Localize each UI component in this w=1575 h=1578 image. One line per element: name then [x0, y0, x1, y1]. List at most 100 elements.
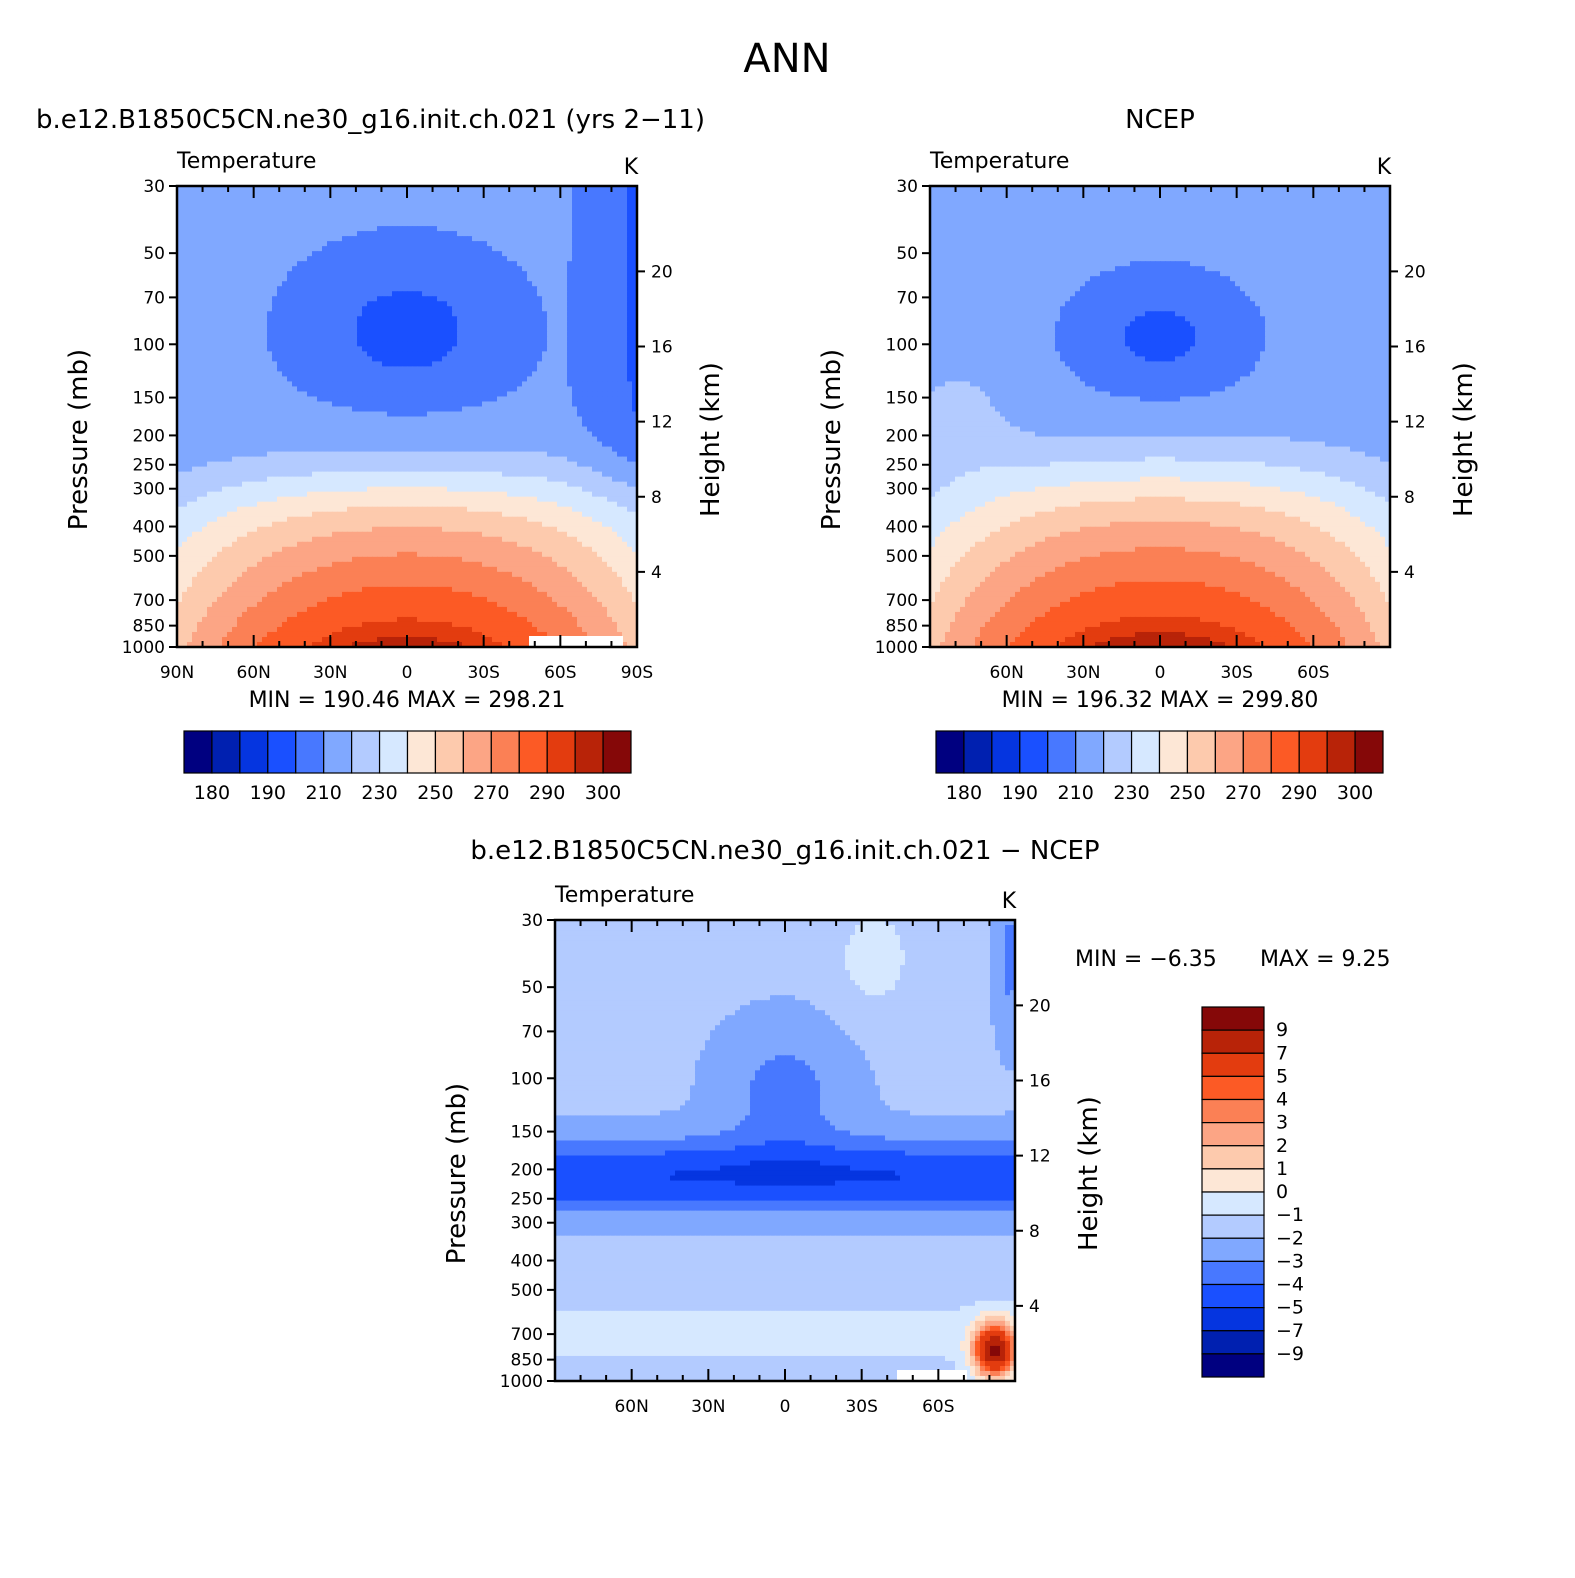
field-cell — [577, 336, 583, 342]
field-cell — [447, 296, 453, 302]
field-cell — [402, 386, 408, 393]
field-cell — [607, 321, 613, 327]
field-cell — [432, 186, 438, 192]
field-cell — [392, 201, 398, 207]
field-cell — [382, 201, 388, 207]
field-cell — [192, 256, 198, 262]
field-cell — [532, 406, 538, 413]
field-cell — [552, 371, 558, 378]
field-cell — [252, 326, 258, 332]
field-cell — [377, 241, 383, 247]
field-cell — [262, 366, 268, 372]
field-cell — [472, 441, 478, 448]
field-cell — [337, 201, 343, 207]
field-cell — [207, 231, 213, 237]
field-cell — [182, 431, 188, 438]
field-cell — [327, 446, 333, 453]
field-cell — [297, 401, 303, 408]
field-cell — [372, 231, 378, 237]
field-cell — [562, 251, 568, 257]
field-cell — [517, 316, 523, 322]
field-cell — [427, 201, 433, 207]
field-cell — [382, 341, 388, 347]
field-cell — [607, 326, 613, 332]
field-cell — [532, 281, 538, 287]
field-cell — [217, 301, 223, 307]
field-cell — [352, 236, 358, 242]
field-cell — [632, 326, 637, 332]
field-cell — [242, 426, 248, 433]
field-cell — [332, 206, 338, 212]
field-cell — [332, 386, 338, 393]
field-cell — [442, 386, 448, 393]
field-cell — [632, 351, 637, 357]
field-cell — [397, 276, 403, 282]
field-cell — [522, 356, 528, 362]
field-cell — [257, 416, 263, 423]
field-cell — [322, 381, 328, 388]
field-cell — [257, 311, 263, 317]
field-cell — [537, 426, 543, 433]
field-cell — [382, 396, 388, 403]
field-cell — [487, 236, 493, 242]
field-cell — [577, 276, 583, 282]
field-cell — [507, 331, 513, 337]
field-cell — [177, 406, 183, 413]
field-cell — [357, 316, 363, 322]
field-cell — [592, 326, 598, 332]
field-cell — [257, 371, 263, 378]
field-cell — [437, 396, 443, 403]
field-cell — [502, 201, 508, 207]
field-cell — [467, 191, 473, 197]
field-cell — [552, 211, 558, 217]
field-cell — [502, 341, 508, 347]
field-cell — [292, 356, 298, 362]
field-cell — [592, 271, 598, 277]
field-cell — [627, 291, 633, 297]
field-cell — [372, 446, 378, 453]
field-cell — [337, 371, 343, 378]
field-cell — [572, 351, 578, 357]
field-cell — [292, 281, 298, 287]
field-cell — [527, 376, 533, 383]
field-cell — [512, 421, 518, 428]
field-cell — [622, 301, 628, 307]
field-cell — [257, 341, 263, 347]
field-cell — [552, 256, 558, 262]
field-cell — [377, 236, 383, 242]
field-cell — [402, 271, 408, 277]
field-cell — [502, 336, 508, 342]
field-cell — [317, 431, 323, 438]
field-cell — [472, 256, 478, 262]
field-cell — [292, 451, 298, 458]
field-cell — [507, 296, 513, 302]
field-cell — [492, 431, 498, 438]
field-cell — [567, 206, 573, 212]
field-cell — [332, 376, 338, 383]
field-cell — [272, 306, 278, 312]
field-cell — [527, 241, 533, 247]
field-cell — [232, 456, 238, 463]
field-cell — [512, 186, 518, 192]
field-cell — [577, 206, 583, 212]
field-cell — [397, 441, 403, 448]
field-cell — [627, 211, 633, 217]
field-cell — [282, 366, 288, 372]
field-cell — [402, 246, 408, 252]
field-cell — [342, 246, 348, 252]
field-cell — [472, 326, 478, 332]
field-cell — [197, 186, 203, 192]
field-cell — [227, 406, 233, 413]
field-cell — [277, 201, 283, 207]
field-cell — [322, 316, 328, 322]
field-cell — [517, 336, 523, 342]
field-cell — [287, 441, 293, 448]
field-cell — [562, 276, 568, 282]
field-cell — [387, 301, 393, 307]
field-cell — [577, 216, 583, 222]
field-cell — [377, 296, 383, 302]
field-cell — [497, 236, 503, 242]
field-cell — [487, 321, 493, 327]
field-cell — [192, 311, 198, 317]
field-cell — [292, 361, 298, 367]
